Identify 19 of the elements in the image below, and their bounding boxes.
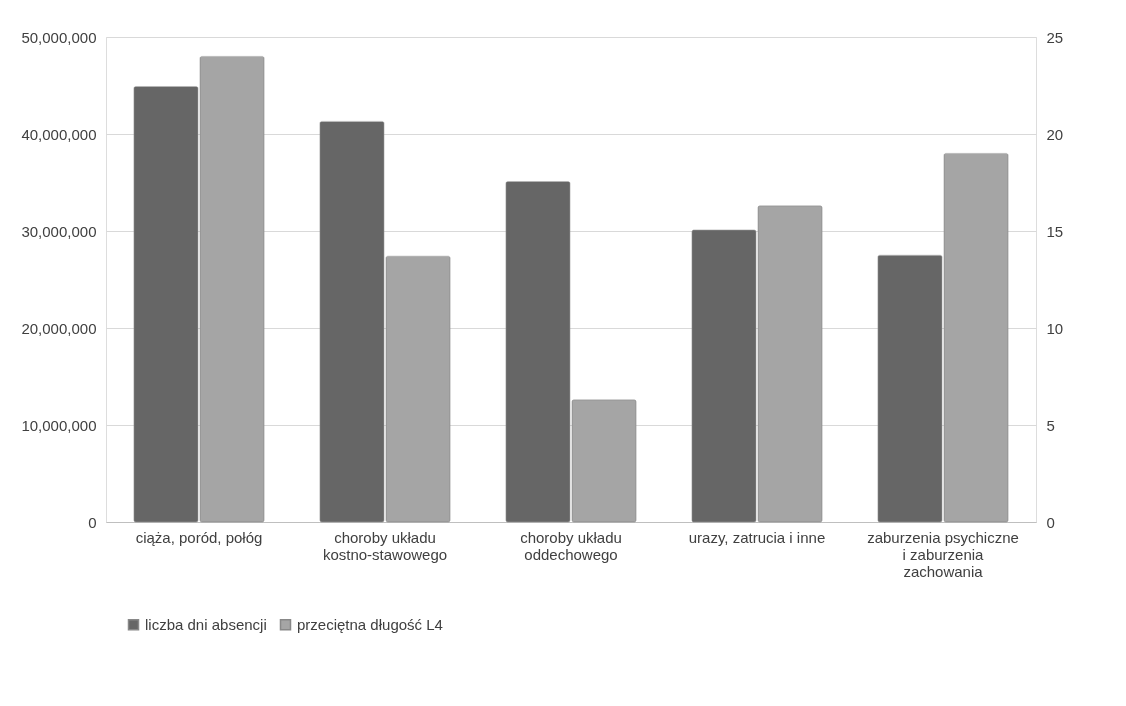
y2-tick-label: 25 [1046, 28, 1064, 46]
y-tick-label: 20,000,000 [21, 319, 97, 337]
x-tick-label: urazy, zatrucia i inne [688, 528, 826, 546]
x-tick-label: choroby układu kostno-stawowego [322, 528, 448, 563]
y-tick-label: 0 [88, 513, 97, 531]
y-tick-label: 10,000,000 [21, 416, 97, 434]
y2-tick-label: 5 [1046, 416, 1055, 434]
y2-tick-label: 20 [1046, 125, 1064, 143]
y-tick-label: 50,000,000 [21, 28, 97, 46]
y-tick-label: 30,000,000 [21, 222, 97, 240]
y2-tick-label: 15 [1046, 222, 1064, 240]
legend-label: przeciętna długość L4 [297, 615, 443, 633]
y2-tick-label: 0 [1046, 513, 1055, 531]
y-tick-label: 40,000,000 [21, 125, 97, 143]
x-tick-label: choroby układu oddechowego [520, 528, 622, 563]
x-tick-label: ciąża, poród, połóg [135, 528, 263, 546]
y2-tick-label: 10 [1046, 319, 1064, 337]
x-tick-label: zaburzenia psychiczne i zaburzenia zachowania [867, 528, 1019, 580]
legend-label: liczba dni absencji [145, 615, 267, 633]
